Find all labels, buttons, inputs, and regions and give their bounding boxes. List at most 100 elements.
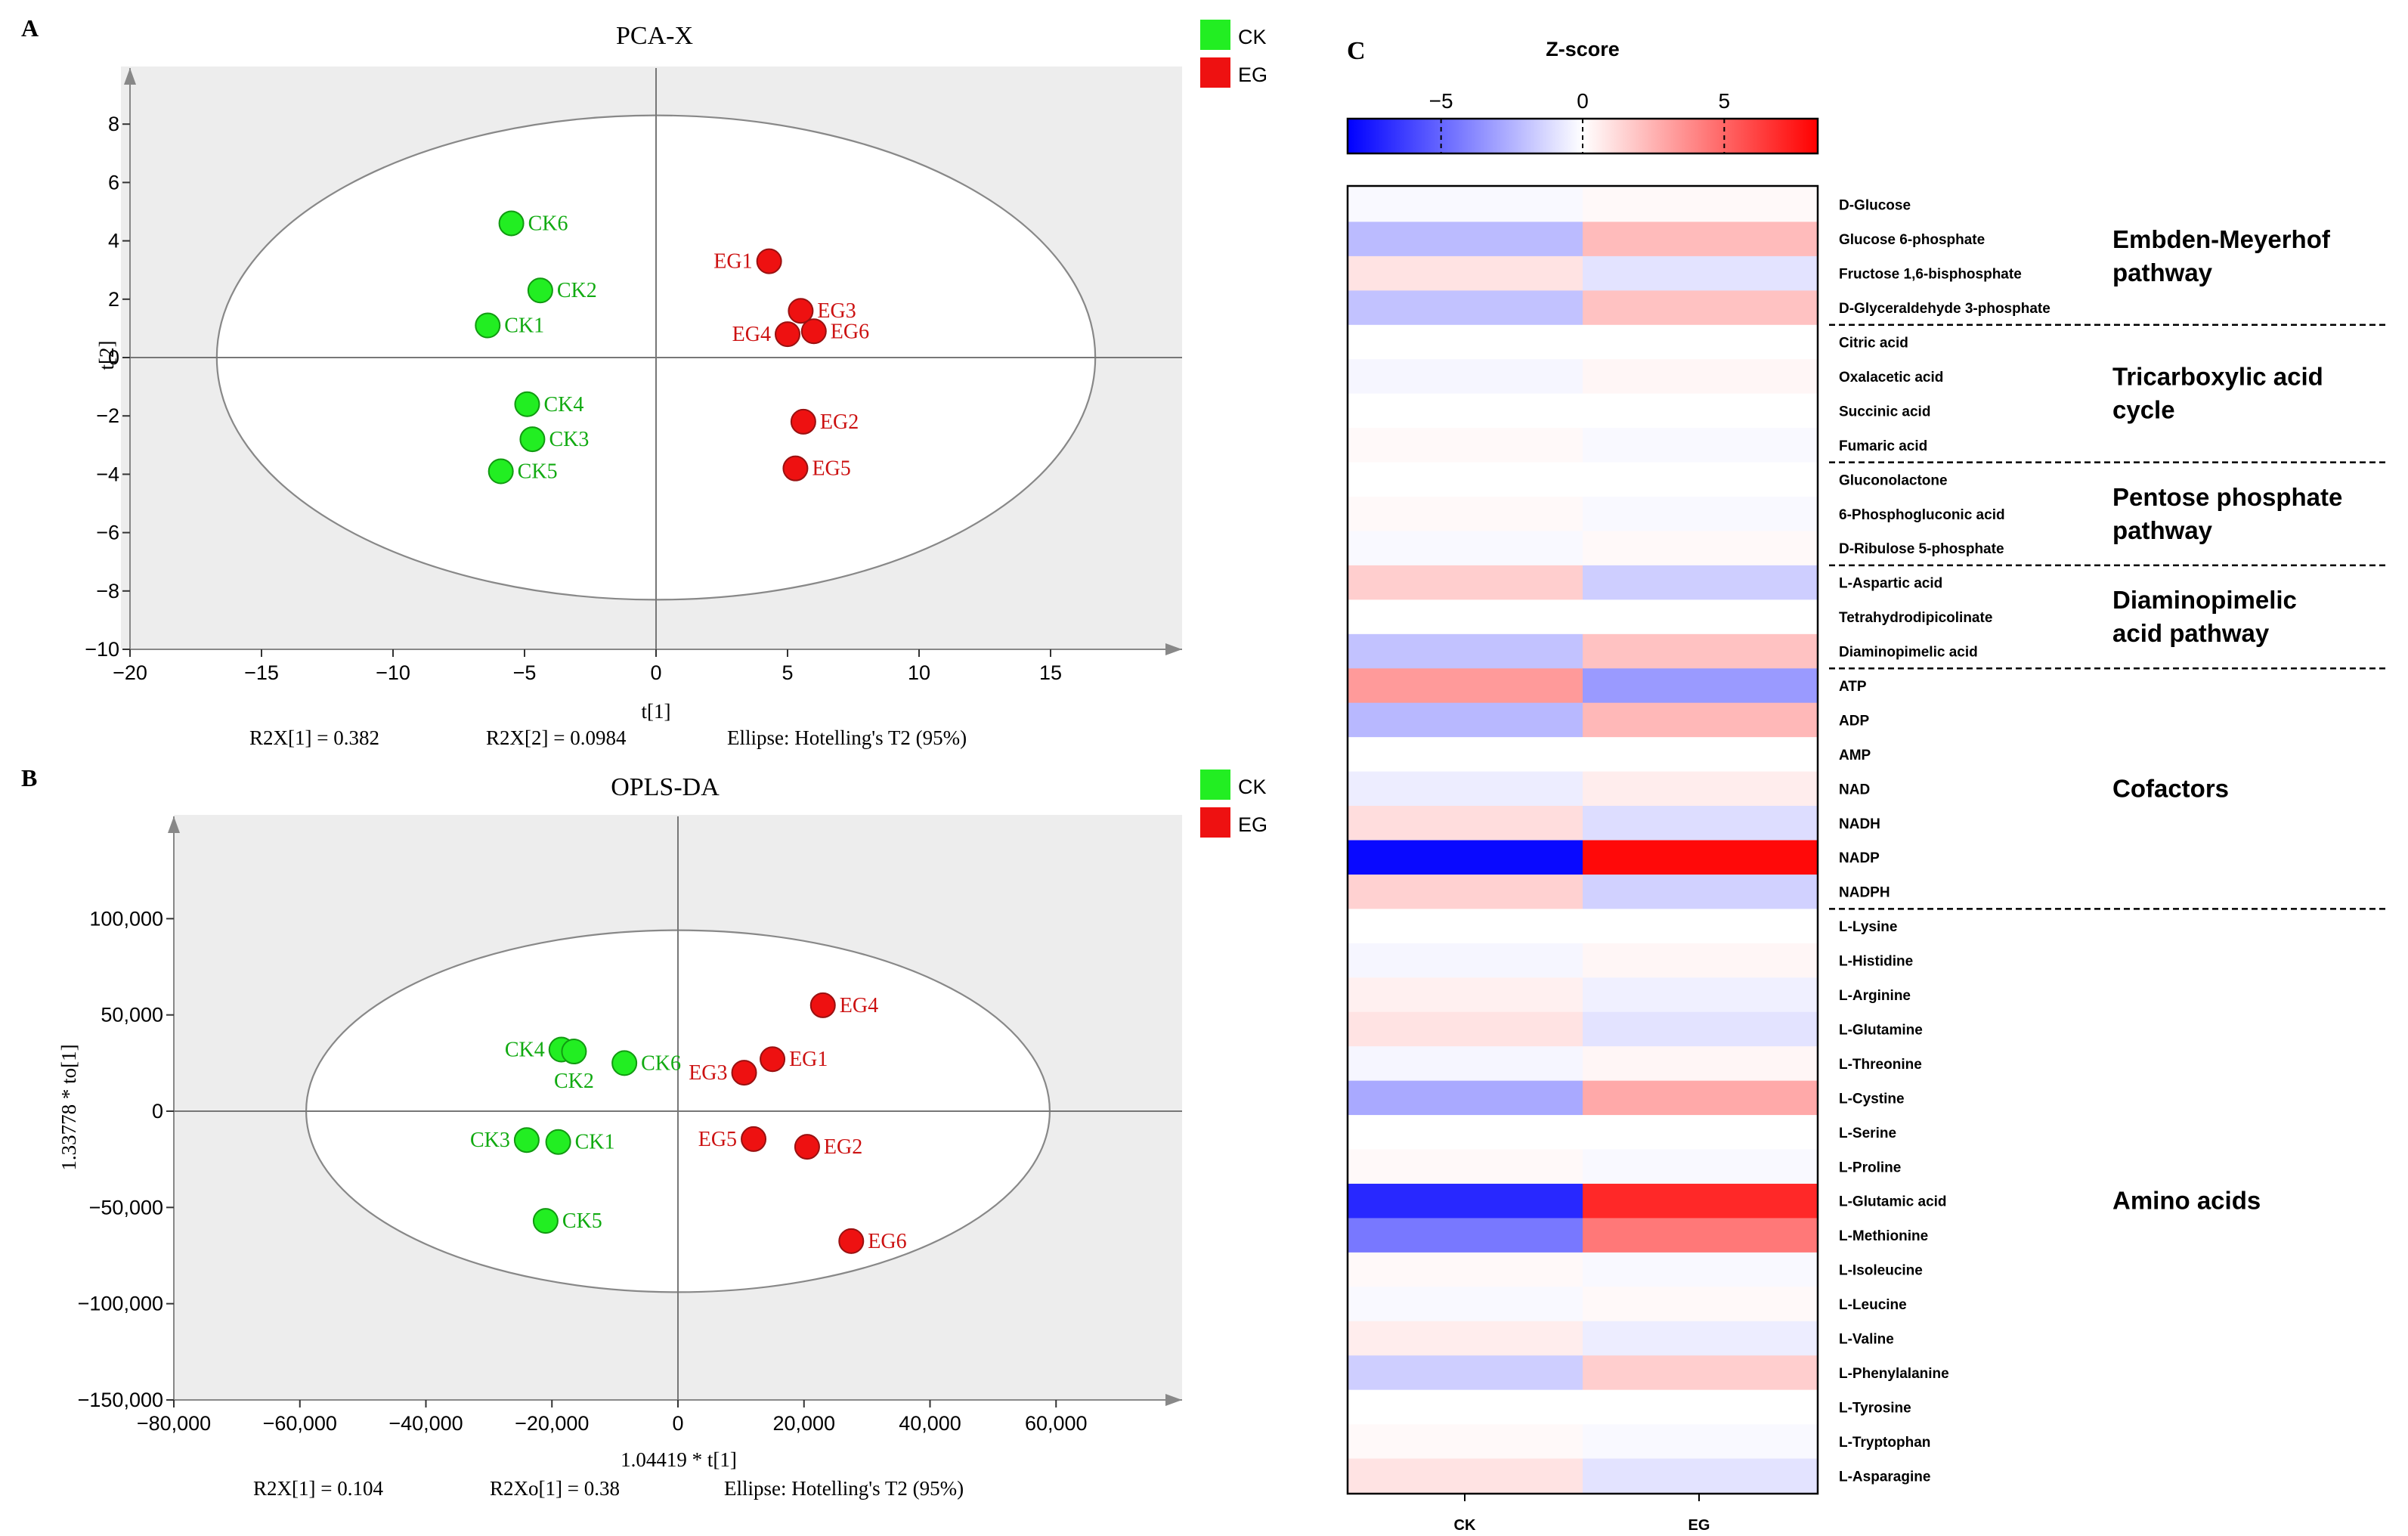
- heat-cell-ck: [1348, 874, 1583, 909]
- panel-b-x-tick-label: 0: [672, 1412, 683, 1435]
- heat-cell-ck: [1348, 359, 1583, 395]
- heat-cell-eg: [1583, 668, 1818, 704]
- legend-ck-label: CK: [1238, 776, 1267, 798]
- row-label: Tetrahydrodipicolinate: [1839, 610, 1992, 626]
- heat-cell-eg: [1583, 1149, 1818, 1185]
- row-label: L-Lysine: [1839, 919, 1897, 935]
- row-label: Succinic acid: [1839, 404, 1930, 420]
- heat-cell-ck: [1348, 1115, 1583, 1150]
- heat-cell-eg: [1583, 909, 1818, 944]
- row-label: L-Glutamic acid: [1839, 1194, 1947, 1210]
- panel-a-stat-r2x1: R2X[1] = 0.382: [249, 726, 379, 749]
- point-label-ck6: CK6: [528, 212, 568, 235]
- heat-cell-ck: [1348, 1355, 1583, 1391]
- point-label-eg4: EG4: [732, 323, 771, 346]
- panel-b-x-arrow: [1165, 1394, 1182, 1406]
- row-label: AMP: [1839, 748, 1871, 763]
- heat-cell-eg: [1583, 1080, 1818, 1116]
- panel-a-y-tick-label: −4: [96, 463, 119, 485]
- panel-a-x-tick-label: −20: [113, 661, 147, 684]
- heat-cell-eg: [1583, 359, 1818, 395]
- panel-a-y-tick-label: −10: [85, 638, 119, 661]
- row-label: D-Glucose: [1839, 198, 1911, 214]
- panel-c-heatmap: C Z-score −5 0 5 D-Glucose Glucose 6-phosph…: [1346, 37, 2388, 1534]
- row-label: NADH: [1839, 816, 1880, 832]
- group-label: pathway: [2112, 516, 2213, 544]
- heat-cell-eg: [1583, 497, 1818, 531]
- point-label-eg4: EG4: [840, 994, 878, 1017]
- colorbar-ticks: −5 0 5: [1429, 89, 1730, 153]
- row-label: ATP: [1839, 679, 1867, 695]
- heat-cell-eg: [1583, 1183, 1818, 1219]
- point-eg1: [760, 1046, 786, 1073]
- row-label: Gluconolactone: [1839, 472, 1948, 488]
- heat-cell-eg: [1583, 1011, 1818, 1047]
- heat-cell-ck: [1348, 1287, 1583, 1322]
- row-label: L-Cystine: [1839, 1091, 1905, 1107]
- panel-a-x-arrow: [1165, 643, 1182, 655]
- point-label-ck3: CK3: [549, 428, 589, 451]
- panel-b-axes: −80,000 −60,000 −40,000 −20,000 0 20,000 40,00…: [78, 816, 1182, 1435]
- point-eg6: [838, 1228, 865, 1254]
- row-label: L-Tryptophan: [1839, 1435, 1930, 1451]
- panel-b-x-tick-label: −80,000: [137, 1412, 211, 1435]
- point-eg6: [800, 318, 827, 345]
- panel-a-y-tick-label: −2: [96, 404, 119, 427]
- point-label-eg2: EG2: [820, 410, 859, 434]
- heat-cell-eg: [1583, 1355, 1818, 1391]
- point-label-ck2: CK2: [557, 279, 597, 302]
- panel-b-points: CK4 CK2 CK6 CK3 CK1 CK5 EG4 EG1 EG3 EG5 EG2 EG6: [470, 992, 907, 1254]
- heat-cell-ck: [1348, 977, 1583, 1013]
- point-eg1: [756, 248, 782, 274]
- group-label: Embden-Meyerhof: [2112, 225, 2331, 253]
- row-label: NAD: [1839, 782, 1870, 797]
- panel-b-y-tick-label: −100,000: [78, 1293, 163, 1315]
- panel-a-y-tick-label: −6: [96, 522, 119, 544]
- heat-cell-eg: [1583, 565, 1818, 600]
- panel-a-y-label: t[2]: [95, 341, 118, 370]
- panel-a-title: PCA-X: [616, 22, 693, 50]
- panel-a-letter: A: [21, 14, 39, 42]
- heat-cell-ck: [1348, 1149, 1583, 1185]
- row-label: L-Glutamine: [1839, 1022, 1923, 1038]
- colorbar-tick-label: 5: [1719, 89, 1731, 113]
- point-label-eg5: EG5: [812, 457, 850, 481]
- panel-b-x-tick-label: −40,000: [388, 1412, 463, 1435]
- point-ck3: [519, 426, 546, 453]
- heat-cell-ck: [1348, 737, 1583, 773]
- heat-cell-ck: [1348, 531, 1583, 566]
- group-label: cycle: [2112, 396, 2175, 424]
- panel-a-y-tick-label: −8: [96, 580, 119, 602]
- panel-b-y-tick-label: 0: [152, 1100, 163, 1123]
- point-ck1: [475, 312, 501, 339]
- heatmap-frame: [1346, 184, 1819, 1495]
- point-eg4: [775, 321, 800, 348]
- point-eg4: [809, 992, 836, 1018]
- panel-b-oplsda: B OPLS-DA −80,000 −60,000 −40,000 −20,000 0 2…: [21, 764, 1267, 1500]
- panel-b-x-tick-label: 20,000: [772, 1412, 835, 1435]
- point-label-ck2: CK2: [554, 1070, 594, 1093]
- heat-cell-ck: [1348, 1046, 1583, 1082]
- row-label: Diaminopimelic acid: [1839, 645, 1978, 661]
- heat-cell-ck: [1348, 1252, 1583, 1287]
- colorbar-tick-label: −5: [1429, 89, 1453, 113]
- point-label-ck1: CK1: [504, 314, 544, 338]
- pathway-groups: Embden-Meyerhof pathway Tricarboxylic acid…: [1829, 225, 2388, 1215]
- group-label: acid pathway: [2112, 619, 2270, 647]
- heat-cell-eg: [1583, 633, 1818, 669]
- heat-cell-eg: [1583, 1218, 1818, 1253]
- heat-cell-ck: [1348, 1080, 1583, 1116]
- column-label-eg: EG: [1688, 1517, 1710, 1534]
- row-label: ADP: [1839, 713, 1869, 729]
- panel-a-stat-ellipse: Ellipse: Hotelling's T2 (95%): [727, 726, 967, 749]
- point-eg3: [731, 1060, 757, 1086]
- row-label: Oxalacetic acid: [1839, 370, 1943, 386]
- point-label-ck6: CK6: [641, 1051, 681, 1075]
- heat-cell-eg: [1583, 428, 1818, 463]
- heat-cell-eg: [1583, 221, 1818, 257]
- point-label-eg3: EG3: [689, 1061, 727, 1085]
- panel-b-x-tick-label: −20,000: [515, 1412, 589, 1435]
- legend-eg-label: EG: [1238, 813, 1267, 836]
- point-ck6: [498, 210, 525, 237]
